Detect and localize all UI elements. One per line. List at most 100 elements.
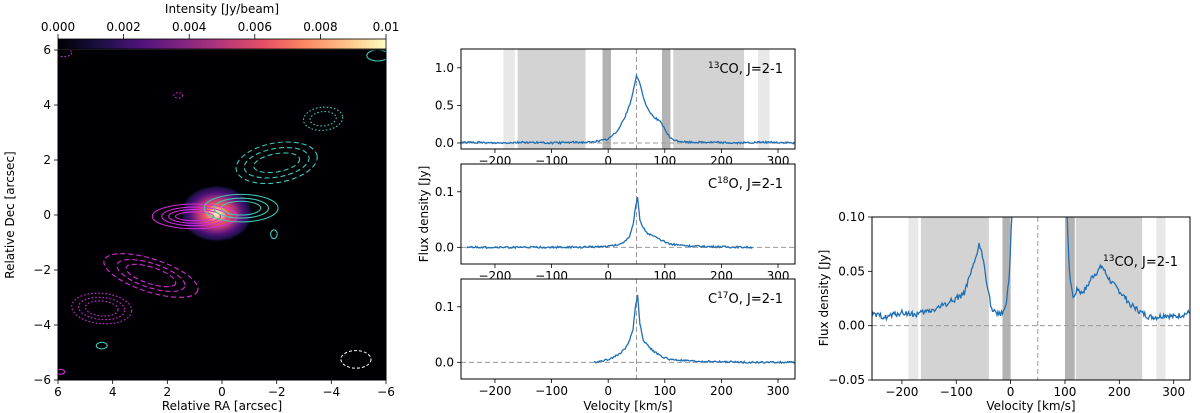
- map-y-tick-label: −2: [33, 263, 51, 277]
- colorbar-tick-label: 0.008: [303, 20, 337, 34]
- colorbar: [57, 38, 387, 50]
- spectrum-line: [593, 294, 795, 365]
- x-tick-label: 200: [1108, 385, 1131, 399]
- magenta-contour-ellipse: [168, 208, 222, 224]
- shaded-region-light: [503, 49, 515, 149]
- shaded-region-light: [908, 217, 919, 380]
- x-tick-label: −100: [535, 384, 568, 398]
- map-x-tick-label: 4: [109, 385, 117, 399]
- zoom-x-axis-label: Velocity [km/s]: [986, 399, 1075, 413]
- contour-set: [58, 50, 386, 375]
- x-tick-label: −200: [885, 385, 918, 399]
- y-tick-label: 0.10: [838, 210, 865, 224]
- cyan-contour-ellipse: [253, 152, 301, 174]
- plot-frame: [871, 216, 1191, 381]
- magenta-contour-ellipse: [58, 50, 73, 58]
- spectrum-line: [872, 217, 1190, 322]
- cyan-contour-ellipse: [95, 341, 108, 350]
- shaded-region: [673, 49, 745, 149]
- spectrum-annotation: C18O, J=2-1: [708, 176, 783, 192]
- cyan-contour-ellipse: [220, 200, 262, 216]
- plot-content: [461, 49, 795, 149]
- y-tick-label: 0.1: [435, 300, 454, 314]
- spectrum-line: [461, 73, 795, 145]
- spectra-x-axis-label: Velocity [km/s]: [583, 399, 672, 413]
- map-x-tick-label: −4: [322, 385, 340, 399]
- plot-content: [461, 164, 795, 264]
- plot-area: [872, 217, 1190, 380]
- x-tick-label: 0: [604, 269, 612, 283]
- cyan-contour-ellipse: [302, 106, 344, 131]
- cyan-contour-ellipse: [213, 197, 270, 219]
- y-tick-label: 0.0: [435, 355, 454, 369]
- cyan-contour-ellipse: [243, 147, 310, 179]
- emission-blobs: [179, 184, 254, 243]
- magenta-contour-ellipse: [84, 300, 119, 317]
- map-x-tick-label: −2: [268, 385, 286, 399]
- x-tick-label: 100: [653, 384, 676, 398]
- shaded-region-dark: [661, 49, 671, 149]
- plot-content: [872, 217, 1190, 380]
- plot-frame: [460, 48, 796, 150]
- x-tick-label: −200: [478, 384, 511, 398]
- beam-shape: [340, 350, 372, 369]
- map-y-axis-label: Relative Dec [arcsec]: [3, 151, 17, 278]
- spectra-y-axis-label: Flux density [Jy]: [417, 166, 431, 263]
- zoom-y-axis-label: Flux density [Jy]: [817, 250, 831, 347]
- y-tick-label: −0.05: [828, 373, 865, 387]
- plot-content: [461, 279, 795, 379]
- y-tick-label: 0.5: [435, 98, 454, 112]
- y-tick-label: 0.1: [435, 185, 454, 199]
- map-y-tick-label: −4: [33, 318, 51, 332]
- x-tick-label: 0: [1007, 385, 1015, 399]
- magenta-contour-ellipse: [116, 259, 186, 292]
- colorbar-tick-label: 0.002: [106, 20, 140, 34]
- magenta-contour-ellipse: [151, 203, 238, 230]
- cyan-contour-ellipse: [235, 141, 318, 185]
- shaded-region-dark: [1064, 217, 1075, 380]
- x-tick-label: 0: [604, 154, 612, 168]
- map-x-axis-label: Relative RA [arcsec]: [162, 399, 282, 413]
- magenta-contour-ellipse: [78, 296, 126, 321]
- map-y-tick-label: 2: [43, 153, 51, 167]
- map-x-tick-label: 2: [164, 385, 172, 399]
- beam-ellipse: [340, 350, 372, 369]
- shaded-region: [1075, 217, 1143, 380]
- plot-frame: [460, 163, 796, 265]
- y-tick-label: 0.05: [838, 264, 865, 278]
- colorbar-title: Intensity [Jy/beam]: [165, 2, 279, 16]
- map-y-tick-label: 0: [43, 208, 51, 222]
- magenta-contour-ellipse: [125, 263, 177, 288]
- magenta-contour-ellipse: [71, 292, 133, 325]
- cyan-contour-ellipse: [270, 229, 278, 240]
- y-tick-label: 1.0: [435, 61, 454, 75]
- colorbar-tick-label: 0.000: [41, 20, 75, 34]
- x-tick-label: 0: [604, 384, 612, 398]
- emission-blob: [179, 184, 254, 243]
- colorbar-tick-label: 0.01: [373, 20, 400, 34]
- shaded-region-light: [758, 49, 770, 149]
- cyan-contour-ellipse: [366, 50, 386, 62]
- spectrum-annotation: C17O, J=2-1: [708, 291, 783, 307]
- plot-area: [461, 164, 795, 264]
- spectrum-c17o-panel: 0.0 0.1 −200 −100 0 100 200 300 C17O, J=2-1: [435, 278, 796, 398]
- colorbar-ticks: 0.000 0.002 0.004 0.006 0.008 0.01: [41, 20, 400, 39]
- shaded-region-dark: [602, 49, 612, 149]
- y-tick-label: 0.0: [435, 240, 454, 254]
- x-tick-label: 100: [1054, 385, 1077, 399]
- map-y-tick-label: 6: [43, 43, 51, 57]
- spectrum-line: [466, 197, 753, 250]
- intensity-map-panel: Intensity [Jy/beam] 0.000 0.002 0.004 0.006…: [3, 2, 399, 413]
- map-y-tick-label: −6: [33, 373, 51, 387]
- x-tick-label: 300: [1162, 385, 1185, 399]
- colorbar-tick-label: 0.004: [172, 20, 206, 34]
- magenta-contour-ellipse: [173, 92, 184, 99]
- map-x-tick-label: −6: [377, 385, 395, 399]
- magenta-contour-ellipse: [103, 253, 199, 298]
- x-tick-label: 200: [710, 384, 733, 398]
- map-y-tick-label: 4: [43, 98, 51, 112]
- x-tick-label: −100: [940, 385, 973, 399]
